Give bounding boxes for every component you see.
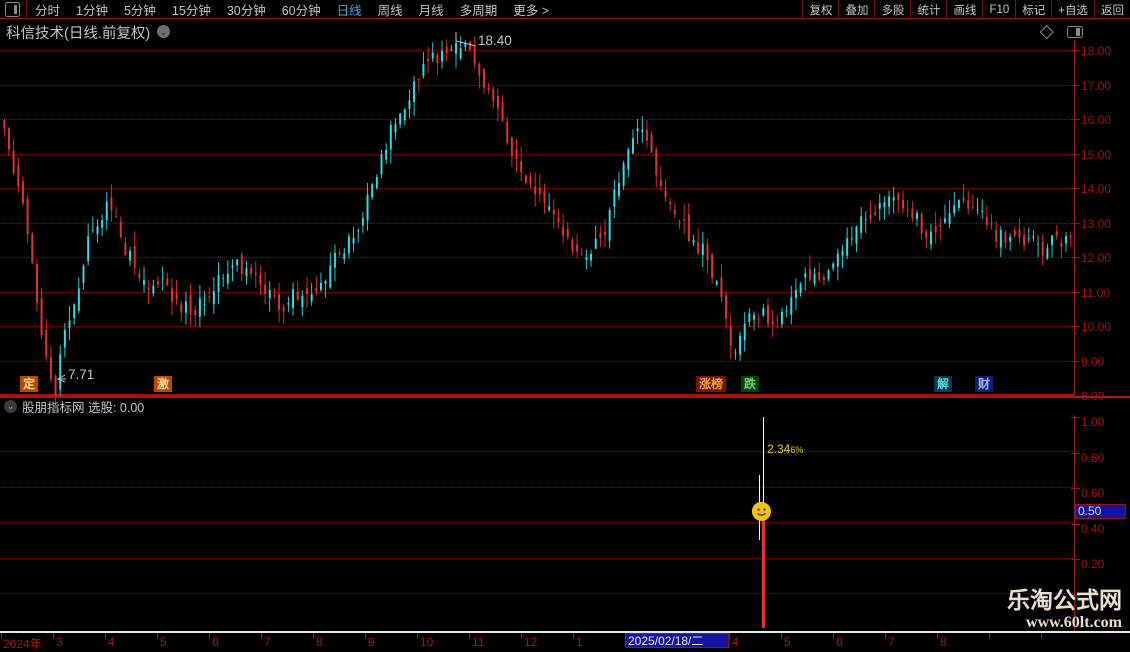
svg-text:18.40: 18.40	[478, 33, 512, 48]
svg-text:7.71: 7.71	[68, 367, 94, 382]
